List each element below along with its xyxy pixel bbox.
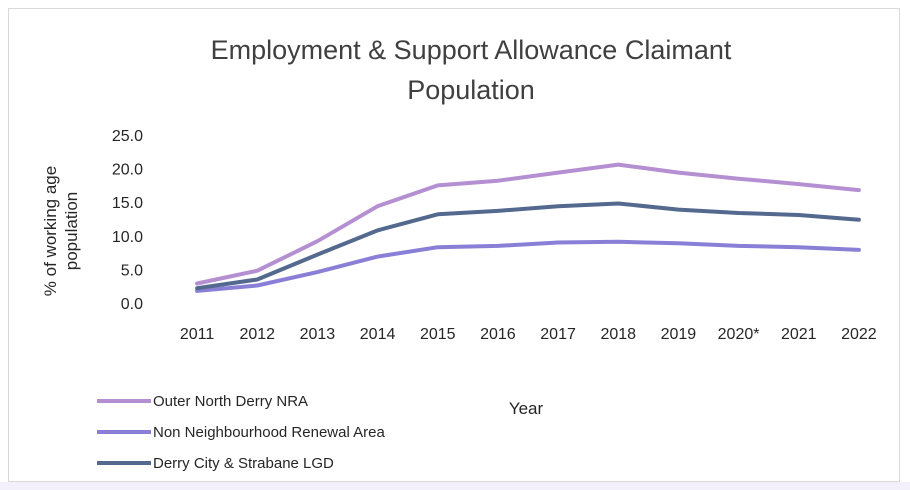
chart-svg: Employment & Support Allowance Claimant … (41, 35, 877, 472)
x-tick-label: 2020* (718, 326, 760, 343)
x-tick-label: 2011 (180, 326, 215, 343)
y-axis-title-line-2: population (62, 192, 81, 270)
legend: Outer North Derry NRA Non Neighbourhood R… (97, 393, 385, 472)
y-axis-ticks: 25.0 20.0 15.0 10.0 5.0 0.0 (112, 128, 143, 313)
y-tick-label: 5.0 (121, 262, 143, 279)
chart-title-line-2: Population (407, 75, 535, 105)
x-tick-label: 2018 (600, 326, 636, 343)
x-tick-label: 2021 (781, 326, 817, 343)
y-tick-label: 0.0 (121, 296, 143, 313)
x-tick-label: 2017 (540, 326, 576, 343)
y-tick-label: 25.0 (112, 128, 143, 145)
x-tick-label: 2012 (239, 326, 275, 343)
x-tick-label: 2015 (420, 326, 456, 343)
y-tick-label: 15.0 (112, 195, 143, 212)
x-tick-label: 2016 (480, 326, 516, 343)
series-line-2 (195, 239, 861, 293)
y-tick-label: 20.0 (112, 162, 143, 179)
chart-title-line-1: Employment & Support Allowance Claimant (211, 35, 732, 65)
y-axis-title: % of working age population (41, 166, 81, 296)
x-tick-label: 2013 (300, 326, 336, 343)
legend-label: Derry City & Strabane LGD (153, 455, 334, 472)
legend-label: Non Neighbourhood Renewal Area (153, 424, 385, 441)
legend-label: Outer North Derry NRA (153, 393, 308, 410)
series-line-3 (195, 201, 861, 291)
x-tick-label: 2014 (360, 326, 396, 343)
series-lines (195, 162, 861, 293)
chart-area: Employment & Support Allowance Claimant … (8, 8, 900, 482)
x-tick-label: 2019 (661, 326, 697, 343)
x-tick-label: 2022 (841, 326, 877, 343)
series-line-1 (195, 162, 861, 286)
x-axis-ticks: 2011 2012 2013 2014 2015 2016 2017 2018 2019 2020… (180, 326, 877, 343)
y-tick-label: 10.0 (112, 229, 143, 246)
x-axis-title: Year (509, 399, 544, 418)
bottom-band (0, 482, 910, 490)
y-axis-title-line-1: % of working age (41, 166, 60, 296)
